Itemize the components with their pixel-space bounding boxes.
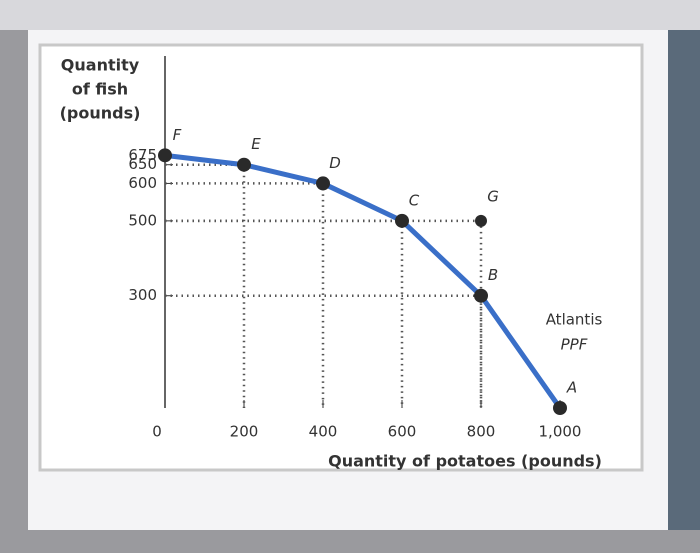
- x-tick-label: 400: [309, 423, 338, 441]
- point-label: A: [566, 379, 577, 397]
- point-label: F: [173, 126, 182, 144]
- point: [475, 214, 487, 227]
- point: [553, 401, 567, 415]
- x-axis-label: Quantity of potatoes (pounds): [328, 452, 602, 471]
- x-tick-label: 800: [467, 423, 496, 441]
- point-label: E: [251, 135, 261, 153]
- point: [237, 157, 251, 172]
- y-tick-label: 675: [128, 146, 157, 164]
- point: [158, 148, 172, 163]
- y-tick-label: 600: [128, 174, 157, 192]
- y-tick-label: 300: [128, 286, 157, 304]
- annotation: PPF: [561, 336, 588, 354]
- figure-frame: [38, 43, 644, 472]
- y-axis-label: of fish: [72, 80, 128, 99]
- x-tick-label: 200: [230, 423, 259, 441]
- point-label: D: [329, 154, 341, 172]
- point: [474, 288, 488, 303]
- top-bar: [0, 0, 700, 30]
- point: [395, 213, 409, 228]
- x-tick-label: 0: [152, 423, 162, 441]
- y-axis-label: (pounds): [60, 104, 141, 123]
- point: [316, 176, 330, 191]
- y-axis-label: Quantity: [61, 56, 140, 75]
- point-label: G: [487, 187, 499, 205]
- y-tick-label: 650: [128, 155, 157, 173]
- ppf-line: [164, 152, 563, 410]
- x-tick-label: 600: [388, 423, 417, 441]
- x-tick-label: 1,000: [539, 423, 582, 441]
- y-tick-label: 500: [128, 211, 157, 229]
- point-label: B: [488, 266, 498, 284]
- side-panel: [668, 30, 700, 530]
- point-label: C: [409, 191, 420, 209]
- annotation: Atlantis: [546, 311, 603, 329]
